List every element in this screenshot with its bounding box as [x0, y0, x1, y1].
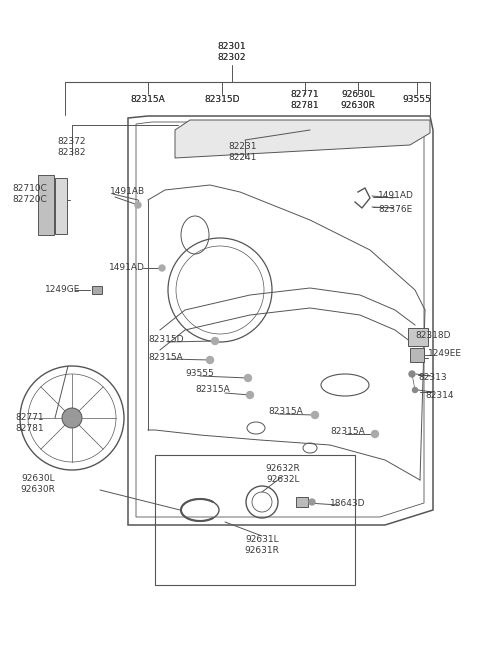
Text: 82231
82241: 82231 82241 — [229, 142, 257, 162]
Text: 82315A: 82315A — [268, 407, 303, 417]
Circle shape — [409, 371, 415, 377]
Circle shape — [372, 430, 379, 438]
Text: 92630L
92630R: 92630L 92630R — [341, 90, 375, 109]
Bar — [38, 175, 54, 235]
Text: 82771
82781: 82771 82781 — [291, 90, 319, 109]
Text: 82315A: 82315A — [131, 96, 166, 105]
Text: 82315A: 82315A — [195, 386, 230, 394]
Text: 93555: 93555 — [403, 96, 432, 105]
Bar — [410, 348, 424, 362]
Text: 18643D: 18643D — [330, 500, 365, 508]
Circle shape — [135, 202, 141, 208]
Text: 93555: 93555 — [403, 96, 432, 105]
Text: 82315A: 82315A — [148, 352, 183, 362]
Text: 82372
82382: 82372 82382 — [58, 138, 86, 157]
Text: 82313: 82313 — [418, 373, 446, 383]
Bar — [155, 455, 355, 585]
Text: 82318D: 82318D — [415, 331, 451, 341]
Text: 92631L
92631R: 92631L 92631R — [245, 535, 279, 555]
Text: 82315D: 82315D — [204, 96, 240, 105]
Text: 82771
82781: 82771 82781 — [291, 90, 319, 109]
Bar — [408, 328, 428, 346]
Text: 82315A: 82315A — [131, 96, 166, 105]
Text: 82376E: 82376E — [378, 206, 412, 214]
Text: 1491AD: 1491AD — [378, 191, 414, 200]
Text: 82771
82781: 82771 82781 — [16, 413, 44, 433]
Text: 92632R
92632L: 92632R 92632L — [265, 464, 300, 483]
Text: 93555: 93555 — [185, 369, 214, 379]
Text: 82315A: 82315A — [330, 428, 365, 436]
Bar — [55, 178, 67, 234]
Text: 82710C
82720C: 82710C 82720C — [12, 184, 48, 204]
Text: 82315D: 82315D — [148, 335, 183, 345]
Circle shape — [309, 499, 315, 505]
Circle shape — [247, 392, 253, 398]
Polygon shape — [175, 120, 430, 158]
Text: 1249EE: 1249EE — [428, 350, 462, 358]
Text: 82315D: 82315D — [204, 96, 240, 105]
Bar — [296, 497, 308, 507]
Circle shape — [212, 337, 218, 345]
Circle shape — [206, 356, 214, 364]
Bar — [92, 286, 102, 294]
Text: 1491AD: 1491AD — [109, 263, 145, 272]
Circle shape — [244, 375, 252, 381]
Text: 1249GE: 1249GE — [45, 286, 80, 295]
Text: 92630L
92630R: 92630L 92630R — [341, 90, 375, 109]
Text: 82301
82302: 82301 82302 — [218, 43, 246, 62]
Text: 82314: 82314 — [425, 392, 454, 400]
Text: 1491AB: 1491AB — [110, 187, 145, 196]
Text: 92630L
92630R: 92630L 92630R — [21, 474, 55, 494]
Circle shape — [62, 408, 82, 428]
Circle shape — [412, 388, 418, 392]
Circle shape — [159, 265, 165, 271]
Circle shape — [312, 411, 319, 419]
Text: 82301
82302: 82301 82302 — [218, 43, 246, 62]
